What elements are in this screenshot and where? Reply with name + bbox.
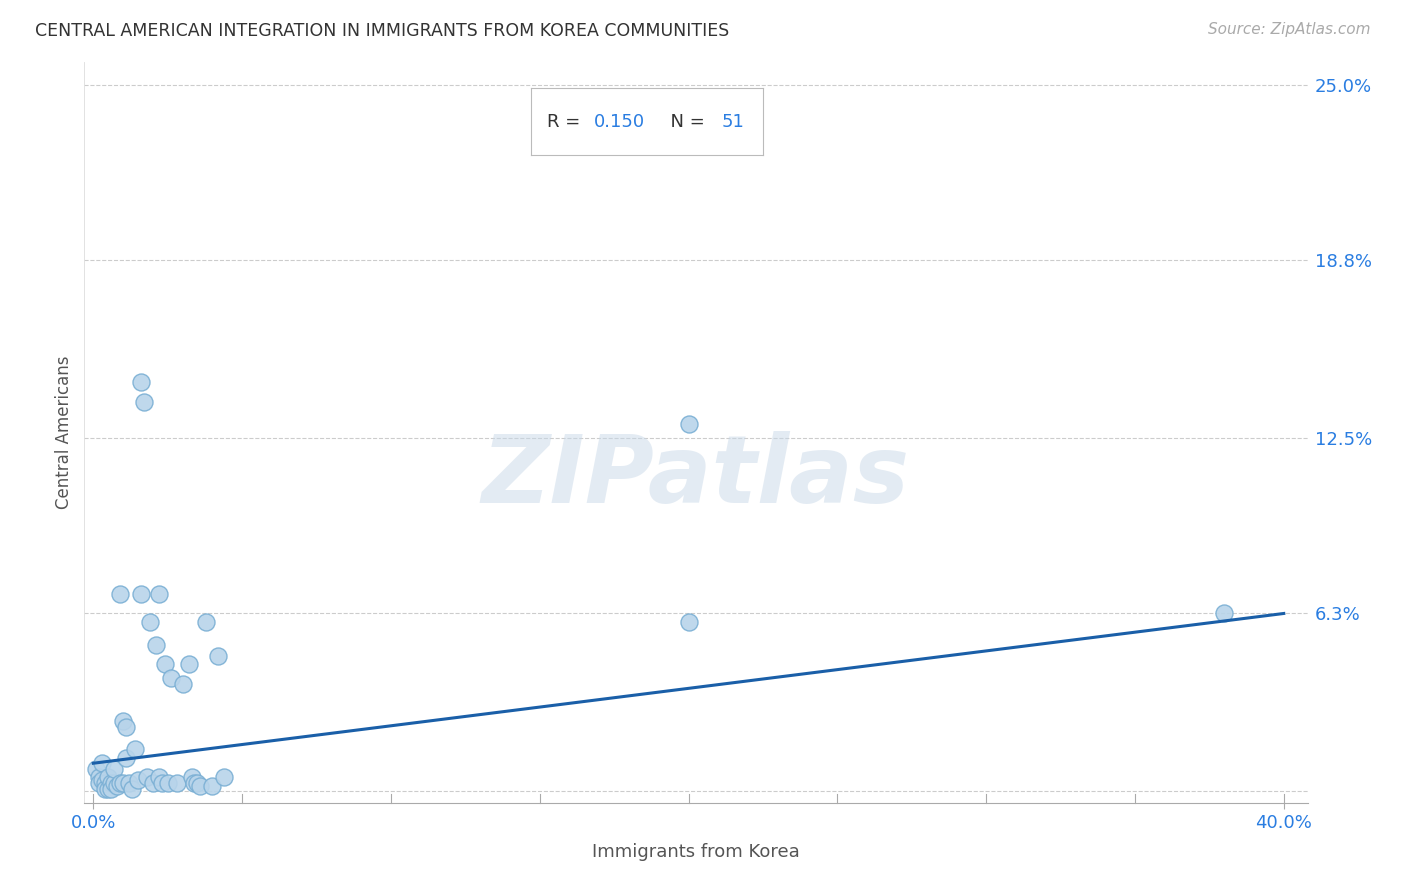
- Point: [91, 756, 114, 771]
- Point: [100, 776, 122, 790]
- Point: [177, 657, 200, 672]
- Point: [91, 773, 114, 788]
- Point: [89, 776, 111, 790]
- Point: [108, 587, 131, 601]
- Point: [127, 773, 149, 788]
- Point: [172, 677, 194, 691]
- Point: [150, 776, 173, 790]
- Point: [118, 776, 141, 790]
- Point: [115, 719, 138, 733]
- Point: [212, 770, 235, 784]
- Point: [148, 770, 170, 784]
- Point: [678, 417, 700, 431]
- Text: Source: ZipAtlas.com: Source: ZipAtlas.com: [1208, 22, 1371, 37]
- Point: [195, 615, 218, 629]
- Point: [678, 615, 700, 629]
- Point: [142, 776, 165, 790]
- Point: [183, 776, 205, 790]
- Point: [84, 762, 107, 776]
- Point: [108, 776, 131, 790]
- Point: [207, 648, 229, 663]
- Point: [100, 781, 122, 796]
- Point: [159, 672, 181, 686]
- Point: [148, 587, 170, 601]
- Point: [97, 781, 120, 796]
- Text: ZIPatlas: ZIPatlas: [482, 431, 910, 523]
- X-axis label: Immigrants from Korea: Immigrants from Korea: [592, 843, 800, 861]
- Point: [1213, 607, 1236, 621]
- Point: [94, 776, 117, 790]
- Point: [89, 770, 111, 784]
- Point: [156, 776, 179, 790]
- Text: CENTRAL AMERICAN INTEGRATION IN IMMIGRANTS FROM KOREA COMMUNITIES: CENTRAL AMERICAN INTEGRATION IN IMMIGRAN…: [35, 22, 730, 40]
- Point: [103, 762, 125, 776]
- Y-axis label: Central Americans: Central Americans: [55, 356, 73, 509]
- Point: [105, 779, 128, 793]
- Point: [112, 714, 135, 728]
- Point: [190, 779, 212, 793]
- Point: [166, 776, 188, 790]
- Point: [139, 615, 162, 629]
- Point: [201, 779, 224, 793]
- Point: [186, 776, 208, 790]
- Point: [145, 638, 167, 652]
- Point: [115, 750, 138, 764]
- Point: [112, 776, 135, 790]
- Point: [153, 657, 176, 672]
- Point: [135, 770, 157, 784]
- Point: [94, 781, 117, 796]
- Point: [129, 587, 152, 601]
- Point: [103, 776, 125, 790]
- Point: [180, 770, 202, 784]
- Point: [132, 394, 155, 409]
- Point: [121, 781, 143, 796]
- Point: [129, 375, 152, 389]
- Point: [97, 770, 120, 784]
- Point: [124, 742, 146, 756]
